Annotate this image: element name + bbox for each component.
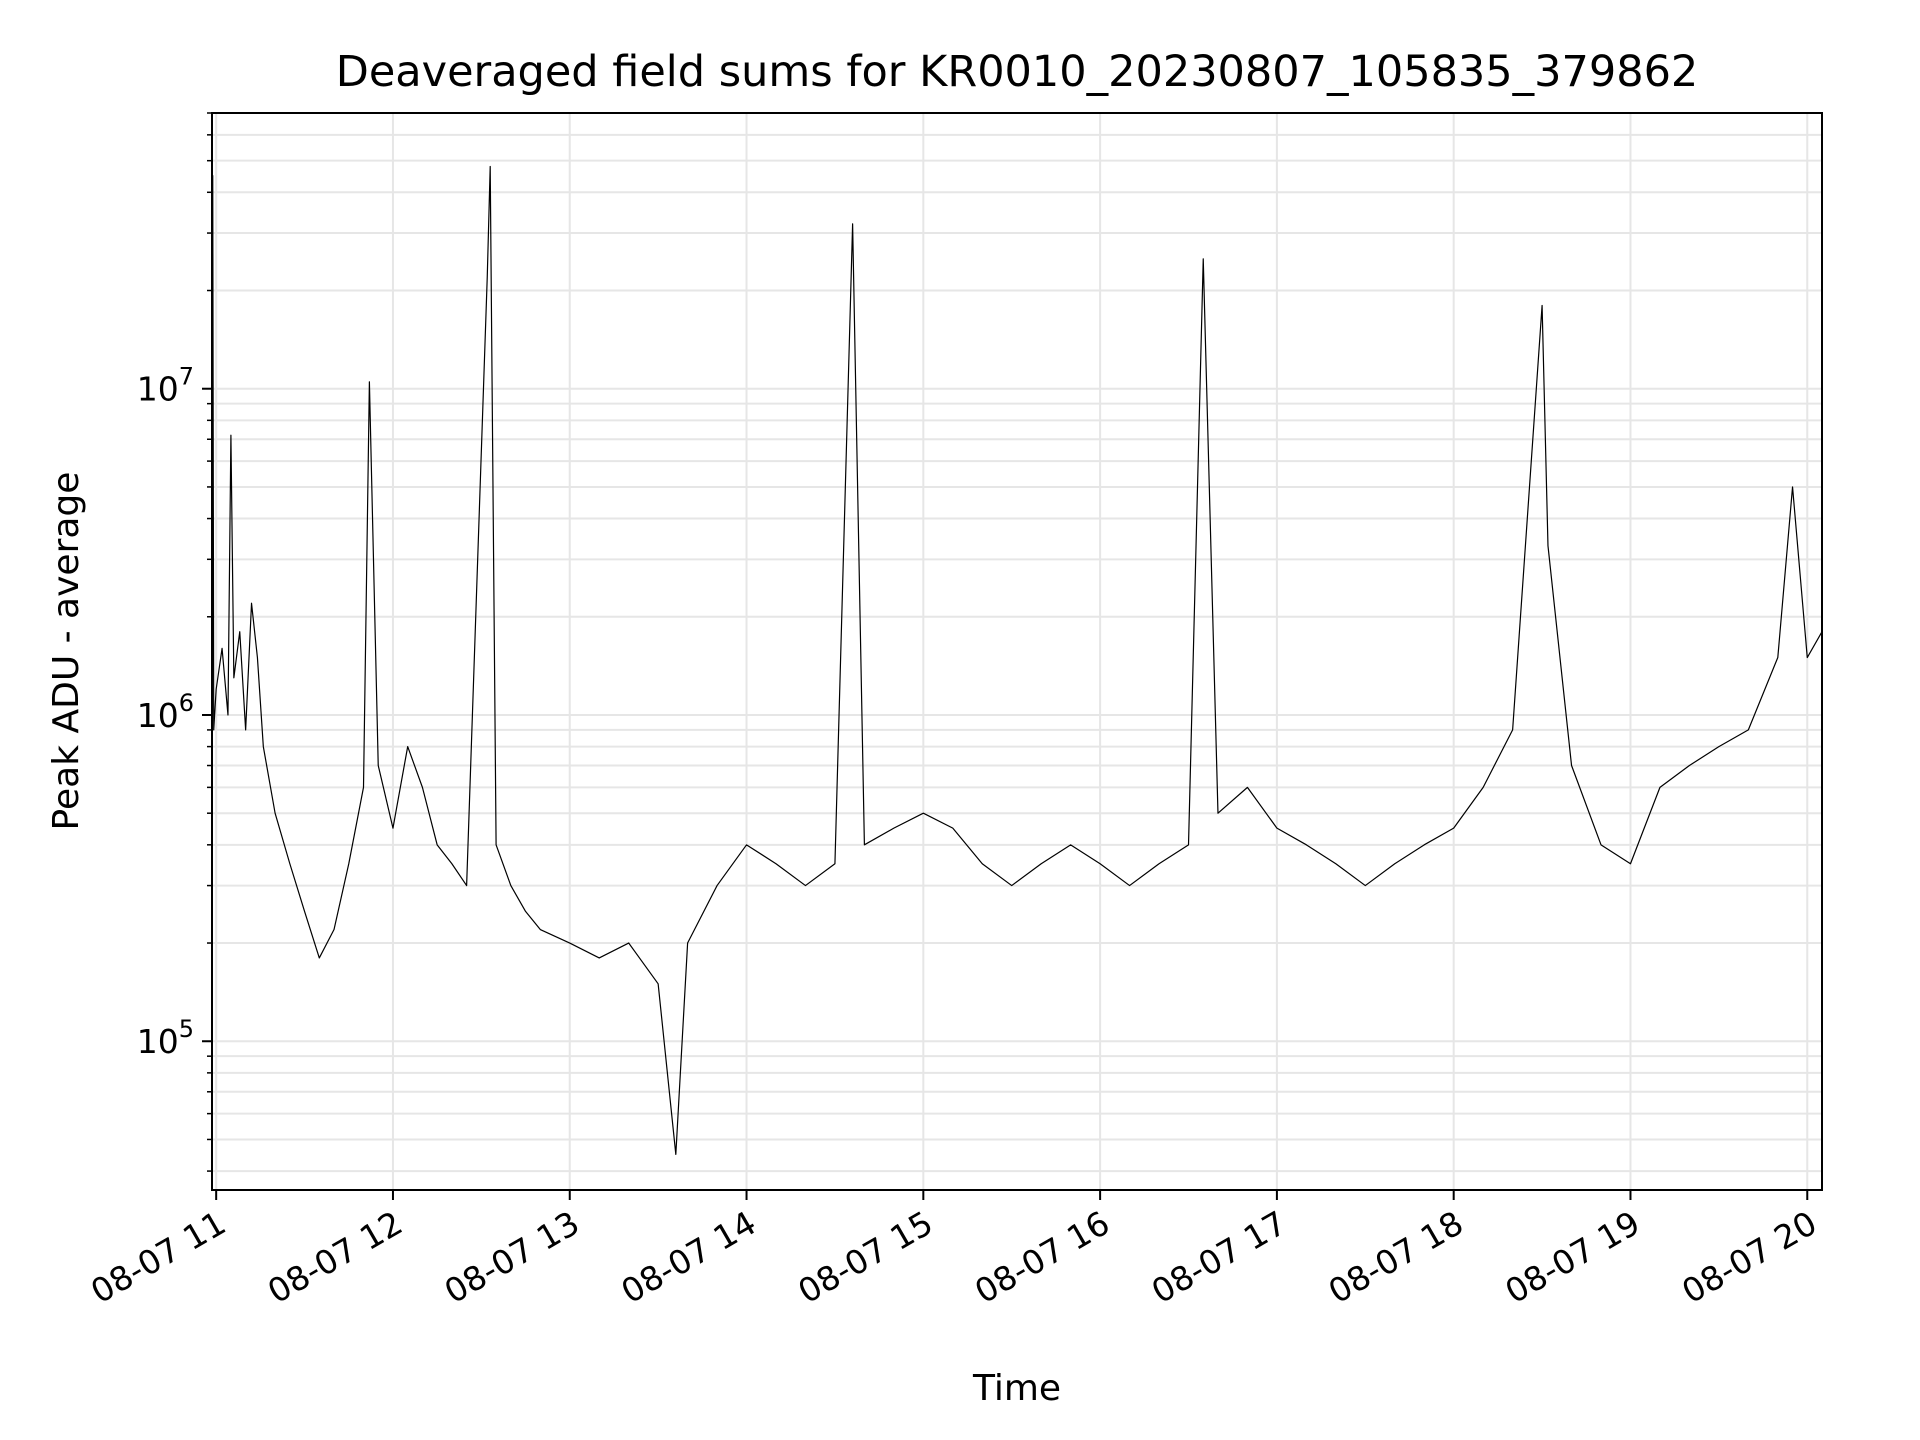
x-tick-label: 08-07 12: [261, 1203, 409, 1311]
x-tick-label: 08-07 16: [968, 1203, 1116, 1311]
plot-frame: [211, 112, 1823, 1191]
x-tick-label: 08-07 11: [84, 1203, 232, 1311]
y-tick-exponent: 7: [179, 363, 194, 391]
y-tick-label: 105: [137, 1015, 194, 1061]
y-tick-label: 106: [137, 689, 194, 735]
x-axis-label: Time: [972, 1368, 1061, 1409]
y-tick-base: 10: [137, 370, 179, 409]
x-tick-label: 08-07 15: [791, 1203, 939, 1311]
y-tick-exponent: 5: [179, 1015, 194, 1043]
x-tick-label: 08-07 14: [615, 1203, 763, 1311]
x-tick-label: 08-07 18: [1322, 1203, 1470, 1311]
series-line: [211, 165, 1823, 1155]
grid: [212, 112, 1822, 1190]
y-axis-label: Peak ADU - average: [46, 472, 87, 831]
y-tick-label: 107: [137, 363, 194, 409]
chart-title: Deaveraged field sums for KR0010_2023080…: [336, 47, 1699, 97]
y-tick-base: 10: [137, 696, 179, 735]
x-tick-label: 08-07 20: [1675, 1203, 1823, 1311]
x-tick-label: 08-07 17: [1145, 1203, 1293, 1311]
x-axis: 08-07 11 08-07 12 08-07 13 08-07 14 08-07 15…: [84, 1190, 1823, 1311]
x-tick-label: 08-07 13: [438, 1203, 586, 1311]
x-tick-label: 08-07 19: [1498, 1203, 1646, 1311]
y-tick-exponent: 6: [179, 689, 194, 717]
y-tick-base: 10: [137, 1022, 179, 1061]
